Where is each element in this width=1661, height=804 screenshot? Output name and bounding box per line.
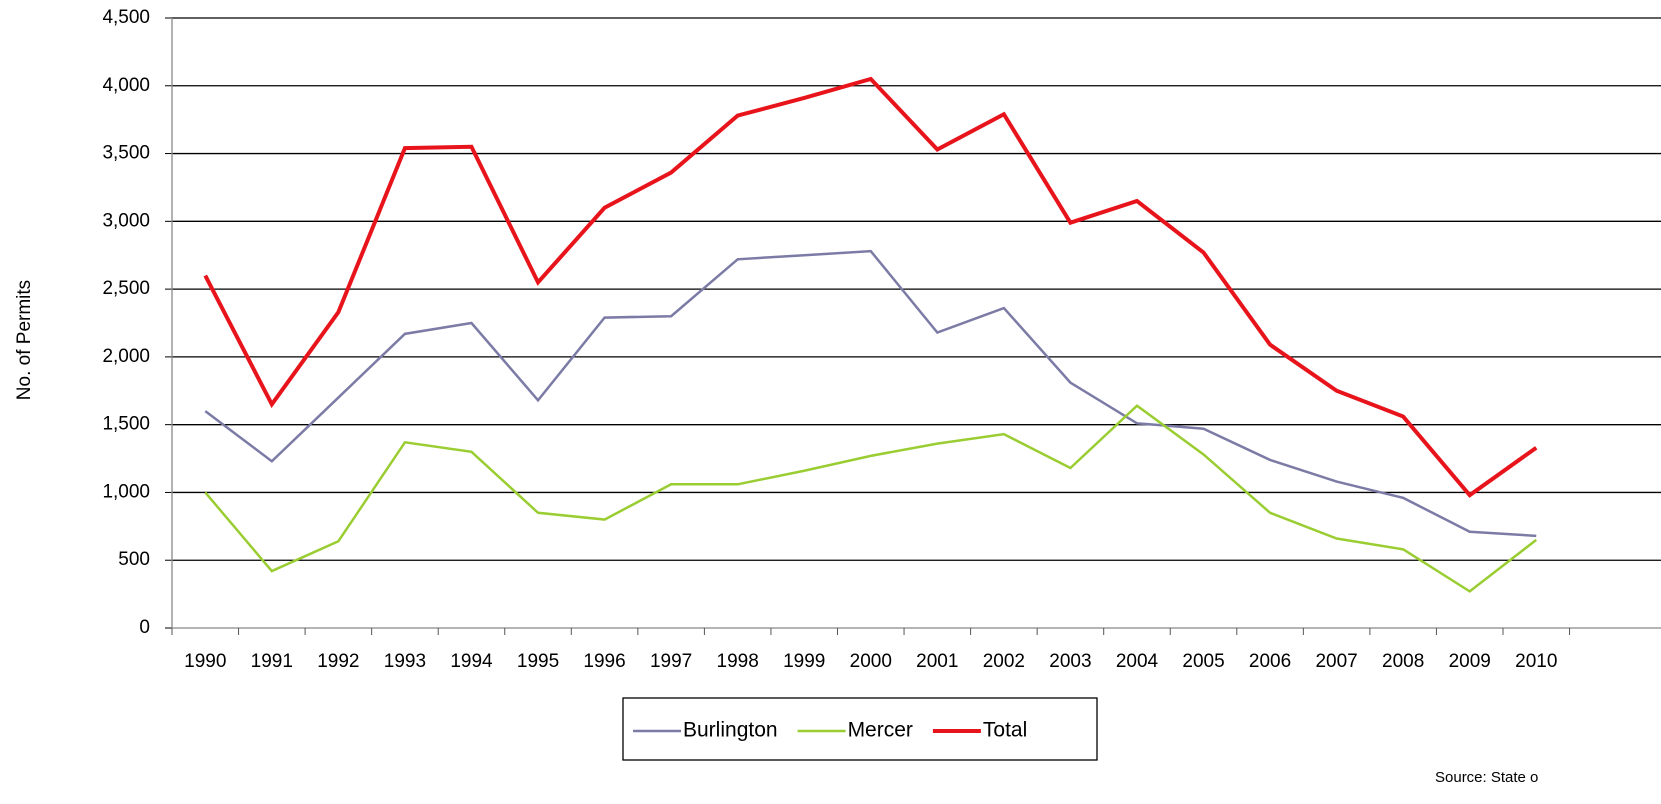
y-tick-label: 500 xyxy=(118,549,150,570)
legend-label: Total xyxy=(983,719,1027,742)
legend-box xyxy=(622,697,1098,761)
x-tick-label: 2004 xyxy=(1116,651,1159,672)
y-tick-label: 1,500 xyxy=(102,414,150,435)
x-tick-label: 2001 xyxy=(916,651,958,672)
x-tick-label: 2010 xyxy=(1515,651,1557,672)
x-tick-label: 1990 xyxy=(184,651,226,672)
series-line xyxy=(204,404,1538,593)
series-line xyxy=(204,249,1537,538)
legend-label: Burlington xyxy=(683,719,778,742)
x-tick-label: 1996 xyxy=(583,651,625,672)
x-tick-label: 2000 xyxy=(850,651,892,672)
x-tick-label: 2006 xyxy=(1249,651,1291,672)
x-tick-label: 1993 xyxy=(384,651,426,672)
y-tick-label: 4,000 xyxy=(102,75,150,96)
x-tick-label: 2007 xyxy=(1315,651,1357,672)
y-axis-label: No. of Permits xyxy=(14,280,35,400)
x-tick-label: 1991 xyxy=(251,651,293,672)
x-tick-label: 2003 xyxy=(1049,651,1091,672)
x-tick-label: 1995 xyxy=(517,651,559,672)
y-tick-label: 1,000 xyxy=(102,481,150,502)
legend-label: Mercer xyxy=(848,719,913,742)
source-note: Source: State o xyxy=(1435,769,1538,786)
series-line xyxy=(203,76,1538,498)
x-tick-label: 1997 xyxy=(650,651,692,672)
y-tick-label: 3,500 xyxy=(102,143,150,164)
y-tick-label: 2,000 xyxy=(102,346,150,367)
x-tick-label: 1998 xyxy=(717,651,759,672)
x-tick-label: 2009 xyxy=(1449,651,1491,672)
x-tick-label: 2008 xyxy=(1382,651,1424,672)
x-tick-label: 1992 xyxy=(317,651,359,672)
x-tick-label: 2005 xyxy=(1182,651,1224,672)
y-tick-label: 4,500 xyxy=(102,7,150,28)
y-tick-label: 3,000 xyxy=(102,210,150,231)
x-tick-label: 2002 xyxy=(983,651,1025,672)
x-tick-label: 1994 xyxy=(450,651,493,672)
y-tick-label: 2,500 xyxy=(102,278,150,299)
x-tick-label: 1999 xyxy=(783,651,825,672)
y-tick-label: 0 xyxy=(139,617,150,638)
